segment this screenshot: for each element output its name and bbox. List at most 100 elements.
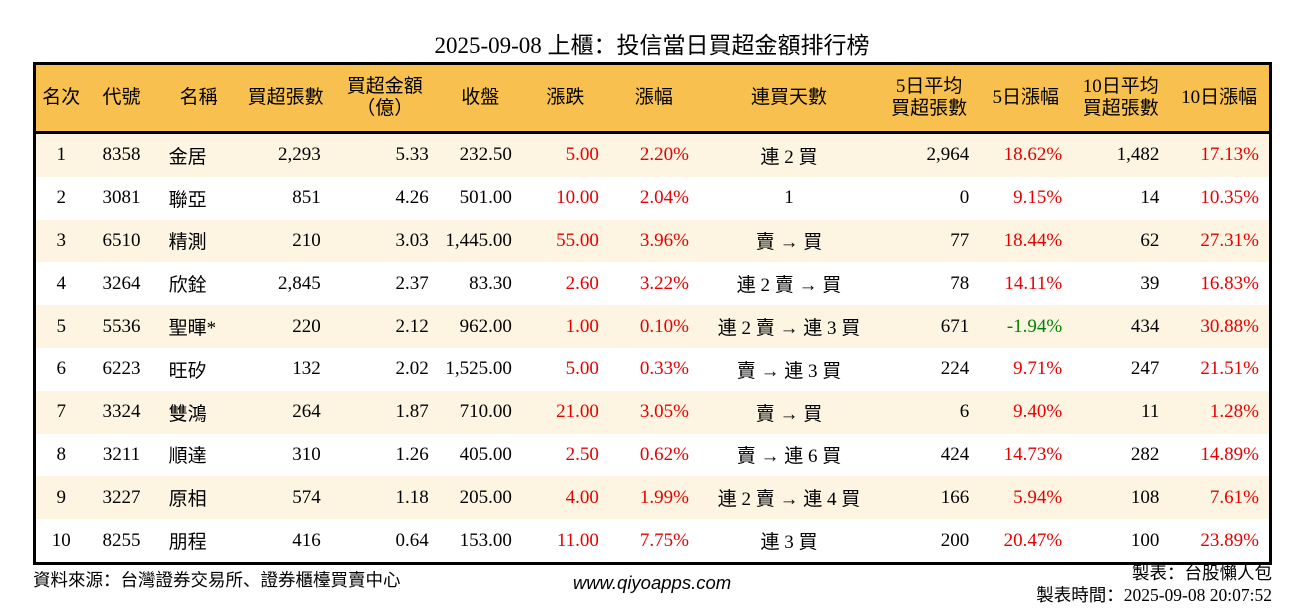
report-credits: 製表：台股懶人包 製表時間：2025-09-08 20:07:52 — [1036, 563, 1272, 607]
page-title: 2025-09-08 上櫃：投信當日買超金額排行榜 — [434, 33, 870, 58]
cell-rank: 1 — [56, 144, 67, 166]
cell-avg5-volume: 77 — [950, 229, 970, 251]
cell-change-pct: 3.96% — [639, 229, 689, 251]
cell-buy-volume: 851 — [292, 187, 321, 209]
cell-close: 501.00 — [459, 187, 512, 209]
table-row: 2 3081 聯亞 851 4.26 501.00 10.00 2.04% 1 0 9.15% 14 1… — [35, 177, 1271, 220]
cell-buy-volume: 220 — [292, 315, 321, 337]
table-row: 4 3264 欣銓 2,845 2.37 83.30 2.60 3.22% 連 2 賣 → 買 7… — [35, 262, 1271, 305]
cell-name: 聖暉* — [168, 318, 217, 340]
made-time: 製表時間：2025-09-08 20:07:52 — [1036, 584, 1272, 605]
cell-avg5-volume: 0 — [959, 187, 970, 209]
cell-5d-pct: 9.15% — [1013, 187, 1063, 209]
header-5d-pct: 5日漲幅 — [979, 63, 1073, 134]
cell-change-pct: 3.05% — [639, 401, 689, 423]
cell-avg5-volume: 166 — [940, 486, 970, 508]
cell-change-pct: 3.22% — [639, 272, 689, 294]
cell-10d-pct: 30.88% — [1200, 315, 1259, 337]
cell-change-pct: 7.75% — [639, 529, 689, 551]
cell-rank: 7 — [56, 401, 67, 423]
made-by: 製表：台股懶人包 — [1132, 563, 1272, 583]
cell-rank: 5 — [56, 315, 67, 337]
cell-rank: 9 — [56, 486, 67, 508]
cell-5d-pct: 14.11% — [1004, 272, 1063, 294]
cell-buy-amount: 2.37 — [395, 272, 429, 294]
cell-buy-amount: 5.33 — [395, 144, 429, 166]
cell-name: 順達 — [168, 446, 207, 468]
table-row: 6 6223 旺矽 132 2.02 1,525.00 5.00 0.33% 賣 → 連 3 買… — [35, 348, 1271, 391]
header-streak: 連買天數 — [698, 63, 880, 134]
cell-close: 405.00 — [459, 443, 512, 465]
table-row: 1 8358 金居 2,293 5.33 232.50 5.00 2.20% 連 2 買 2,96… — [34, 132, 1271, 177]
cell-buy-volume: 2,293 — [277, 144, 321, 166]
header-rank: 名次 — [34, 63, 87, 134]
cell-5d-pct: 5.94% — [1013, 486, 1063, 508]
cell-streak: 賣 → 買 — [755, 232, 823, 254]
cell-avg10-volume: 14 — [1140, 187, 1160, 209]
cell-avg5-volume: 2,964 — [926, 144, 970, 166]
cell-code: 5536 — [102, 315, 141, 337]
cell-buy-volume: 310 — [292, 443, 321, 465]
cell-avg10-volume: 39 — [1140, 272, 1160, 294]
cell-avg5-volume: 671 — [940, 315, 970, 337]
header-change: 漲跌 — [521, 63, 609, 134]
header-change-pct: 漲幅 — [608, 63, 699, 134]
cell-close: 153.00 — [459, 529, 512, 551]
cell-streak: 連 2 賣 → 買 — [736, 275, 842, 297]
cell-change: 5.00 — [565, 144, 599, 166]
cell-close: 83.30 — [469, 272, 512, 294]
cell-close: 232.50 — [459, 144, 512, 166]
data-source-note: 資料來源：台灣證券交易所、證券櫃檯買賣中心 — [33, 570, 401, 590]
table-row: 9 3227 原相 574 1.18 205.00 4.00 1.99% 連 2 賣 → 連 4… — [34, 476, 1271, 520]
cell-change-pct: 2.20% — [639, 144, 689, 166]
cell-5d-pct: 9.71% — [1013, 358, 1063, 380]
cell-buy-amount: 1.26 — [395, 443, 429, 465]
cell-10d-pct: 16.83% — [1200, 272, 1259, 294]
cell-buy-volume: 2,845 — [277, 272, 321, 294]
cell-name: 金居 — [168, 146, 207, 168]
cell-change: 5.00 — [565, 358, 599, 380]
cell-avg10-volume: 434 — [1130, 315, 1160, 337]
cell-change: 4.00 — [565, 486, 599, 508]
header-code: 代號 — [86, 63, 157, 134]
cell-buy-amount: 0.64 — [395, 529, 429, 551]
cell-change-pct: 0.62% — [639, 443, 689, 465]
ranking-table: 名次 代號 名稱 買超張數 買超金額 （億） 收盤 漲跌 漲幅 連買天數 5日平均 買超張數 5日漲幅 1… — [33, 62, 1272, 565]
cell-buy-amount: 4.26 — [395, 187, 429, 209]
cell-rank: 3 — [56, 229, 67, 251]
cell-10d-pct: 10.35% — [1200, 187, 1259, 209]
cell-change-pct: 2.04% — [639, 187, 689, 209]
cell-streak: 連 2 賣 → 連 4 買 — [717, 489, 861, 511]
cell-rank: 2 — [56, 187, 67, 209]
header-name: 名稱 — [156, 63, 241, 134]
cell-change-pct: 0.10% — [639, 315, 689, 337]
cell-buy-volume: 264 — [292, 401, 321, 423]
cell-code: 3324 — [102, 401, 141, 423]
table-row: 3 6510 精測 210 3.03 1,445.00 55.00 3.96% 賣 → 買 77 1… — [34, 219, 1271, 263]
cell-buy-amount: 1.18 — [395, 486, 429, 508]
cell-streak: 連 2 賣 → 連 3 買 — [717, 318, 861, 340]
cell-change: 2.60 — [565, 272, 599, 294]
cell-rank: 10 — [51, 529, 71, 551]
cell-avg5-volume: 6 — [959, 401, 970, 423]
cell-10d-pct: 17.13% — [1200, 144, 1259, 166]
cell-10d-pct: 21.51% — [1200, 358, 1259, 380]
cell-close: 710.00 — [459, 401, 512, 423]
cell-5d-pct: 9.40% — [1013, 401, 1063, 423]
cell-streak: 賣 → 連 3 買 — [736, 360, 842, 382]
header-avg5-volume: 5日平均 買超張數 — [879, 63, 980, 134]
cell-buy-volume: 210 — [292, 229, 321, 251]
cell-avg10-volume: 100 — [1130, 529, 1160, 551]
cell-streak: 連 3 買 — [760, 532, 818, 554]
cell-code: 3227 — [102, 486, 141, 508]
cell-change: 21.00 — [556, 401, 599, 423]
cell-avg10-volume: 11 — [1141, 401, 1160, 423]
cell-buy-volume: 132 — [292, 358, 321, 380]
cell-name: 原相 — [168, 489, 207, 511]
cell-buy-amount: 2.02 — [395, 358, 429, 380]
cell-change: 11.00 — [556, 529, 599, 551]
cell-buy-amount: 1.87 — [395, 401, 429, 423]
header-avg10-volume: 10日平均 買超張數 — [1072, 63, 1170, 134]
cell-streak: 賣 → 買 — [755, 403, 823, 425]
cell-avg10-volume: 247 — [1130, 358, 1160, 380]
